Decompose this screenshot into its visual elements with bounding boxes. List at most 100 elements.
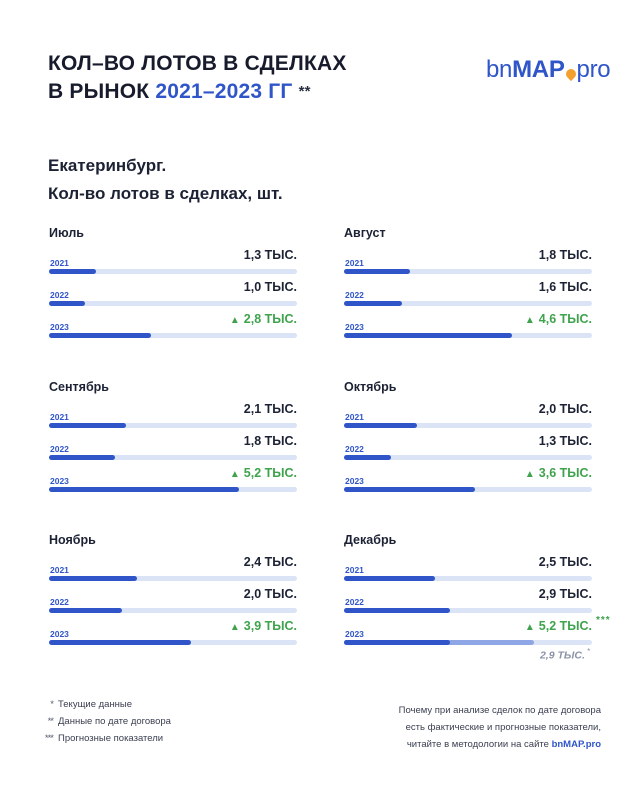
value-text: 1,6 ТЫС.: [538, 280, 592, 294]
value-label: ▲ 2,8 ТЫС.: [230, 312, 297, 326]
chart-subtitle: Екатеринбург. Кол-во лотов в сделках, шт…: [48, 152, 283, 208]
title-footnote-mark: **: [298, 83, 311, 100]
value-label: 1,6 ТЫС.: [539, 280, 592, 294]
bar-row: 2021 2,4 ТЫС.: [49, 548, 297, 581]
bar-row: 2023 ▲ 5,2 ТЫС.: [49, 459, 297, 492]
bar-fill: [344, 487, 475, 492]
value-label: 2,1 ТЫС.: [244, 402, 297, 416]
legend-item: *** Прогнозные показатели: [26, 730, 171, 747]
bar-track: [344, 423, 592, 428]
value-label: ▲ 5,2 ТЫС.: [230, 466, 297, 480]
month-panel: Декабрь 2021 2,5 ТЫС. 2022 2,9 ТЫС. 2023 ▲ 5,2 …: [344, 532, 610, 664]
year-label: 2023: [50, 476, 69, 486]
value-text: 2,5 ТЫС.: [538, 555, 592, 569]
value-text: 1,3 ТЫС.: [243, 248, 297, 262]
bar-fill: [344, 576, 435, 581]
value-text: 3,6 ТЫС.: [538, 466, 592, 480]
growth-arrow-icon: ▲: [524, 315, 535, 326]
bar-row: 2023 ▲ 3,6 ТЫС.: [344, 459, 592, 492]
value-text: 1,8 ТЫС.: [243, 434, 297, 448]
month-panel: Сентябрь 2021 2,1 ТЫС. 2022 1,8 ТЫС. 2023 ▲ 5,2…: [49, 379, 297, 492]
value-label: 2,4 ТЫС.: [244, 555, 297, 569]
year-label: 2021: [345, 565, 364, 575]
bar-track: [49, 333, 297, 338]
bar-row: 2021 1,3 ТЫС.: [49, 241, 297, 274]
value-text: 1,3 ТЫС.: [538, 434, 592, 448]
method-line-2: есть фактические и прогнозные показатели…: [405, 722, 601, 733]
value-text: 4,6 ТЫС.: [538, 312, 592, 326]
bar-row: 2021 2,1 ТЫС.: [49, 395, 297, 428]
value-text: 2,8 ТЫС.: [243, 312, 297, 326]
bar-row: 2022 1,3 ТЫС.: [344, 427, 592, 460]
month-name: Сентябрь: [49, 380, 109, 394]
value-label: ▲ 3,9 ТЫС.: [230, 619, 297, 633]
bar-track: [344, 301, 592, 306]
footnote-legend: * Текущие данные ** Данные по дате договор…: [26, 696, 171, 747]
value-text: 3,9 ТЫС.: [243, 619, 297, 633]
value-label: ▲ 4,6 ТЫС.: [525, 312, 592, 326]
year-label: 2021: [50, 258, 69, 268]
month-name: Декабрь: [344, 533, 397, 547]
bar-track: [344, 269, 592, 274]
year-label: 2023: [345, 322, 364, 332]
bar-fill: [49, 608, 122, 613]
year-label: 2021: [345, 412, 364, 422]
year-label: 2022: [50, 290, 69, 300]
year-label: 2023: [345, 476, 364, 486]
month-name: Октябрь: [344, 380, 397, 394]
bar-row: 2022 2,9 ТЫС.: [344, 580, 592, 613]
legend-symbol: ***: [44, 733, 54, 744]
title-line-2: В РЫНОК 2021–2023 ГГ **: [48, 78, 347, 106]
bar-fill: [49, 640, 191, 645]
title-years: 2021–2023 ГГ: [155, 80, 293, 103]
bar-row: 2022 1,0 ТЫС.: [49, 273, 297, 306]
value-text: 2,0 ТЫС.: [243, 587, 297, 601]
title-prefix: В РЫНОК: [48, 80, 150, 103]
year-label: 2022: [50, 597, 69, 607]
year-label: 2022: [345, 597, 364, 607]
logo-suffix: pro: [576, 56, 611, 83]
legend-symbol: **: [47, 716, 54, 727]
year-label: 2021: [50, 565, 69, 575]
value-label: 1,8 ТЫС.: [244, 434, 297, 448]
bar-row: 2023 ▲ 2,8 ТЫС.: [49, 305, 297, 338]
value-label: 2,0 ТЫС.: [539, 402, 592, 416]
year-label: 2023: [345, 629, 364, 639]
methodology-link[interactable]: bnMAP.pro: [551, 739, 601, 750]
forecast-mark: ***: [596, 615, 611, 626]
month-name: Август: [344, 226, 386, 240]
bar-track: [344, 608, 592, 613]
map-pin-icon: [563, 66, 578, 82]
value-label: 1,3 ТЫС.: [244, 248, 297, 262]
value-text: 5,2 ТЫС.: [538, 619, 592, 633]
value-label: ▲ 5,2 ТЫС. ***: [524, 615, 610, 633]
bar-track: [49, 423, 297, 428]
month-panel: Июль 2021 1,3 ТЫС. 2022 1,0 ТЫС. 2023 ▲ 2,8 ТЫС…: [49, 225, 297, 338]
value-label: 1,3 ТЫС.: [539, 434, 592, 448]
bar-row: 2023 ▲ 5,2 ТЫС. ***: [344, 612, 610, 645]
legend-item: * Текущие данные: [26, 696, 171, 713]
bar-fill: [344, 333, 512, 338]
value-text: 2,0 ТЫС.: [538, 402, 592, 416]
growth-arrow-icon: ▲: [524, 622, 535, 633]
fact-value-text: 2,9 ТЫС.: [539, 649, 585, 662]
bar-track: [49, 576, 297, 581]
legend-text: Прогнозные показатели: [58, 733, 164, 744]
bar-track: [49, 455, 297, 460]
month-panel: Август 2021 1,8 ТЫС. 2022 1,6 ТЫС. 2023 ▲ 4,6 Т…: [344, 225, 592, 338]
bar-track: [344, 455, 592, 460]
fact-value-label: 2,9 ТЫС. *: [540, 647, 590, 662]
value-label: 1,0 ТЫС.: [244, 280, 297, 294]
value-text: 2,4 ТЫС.: [243, 555, 297, 569]
value-text: 5,2 ТЫС.: [243, 466, 297, 480]
value-text: 1,8 ТЫС.: [538, 248, 592, 262]
bar-row: 2023 ▲ 3,9 ТЫС.: [49, 612, 297, 645]
logo-main: MAP: [512, 56, 565, 83]
bar-row: 2022 1,8 ТЫС.: [49, 427, 297, 460]
growth-arrow-icon: ▲: [229, 622, 240, 633]
bar-fill: [49, 301, 85, 306]
legend-item: ** Данные по дате договора: [26, 713, 171, 730]
bar-track: [49, 608, 297, 613]
bar-track: [49, 487, 297, 492]
bar-track: [344, 487, 592, 492]
